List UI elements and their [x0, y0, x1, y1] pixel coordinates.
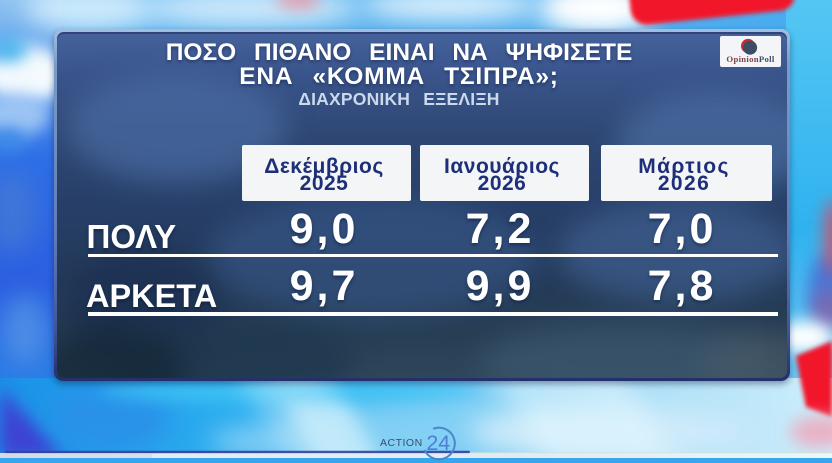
svg-text:24: 24	[426, 431, 450, 455]
